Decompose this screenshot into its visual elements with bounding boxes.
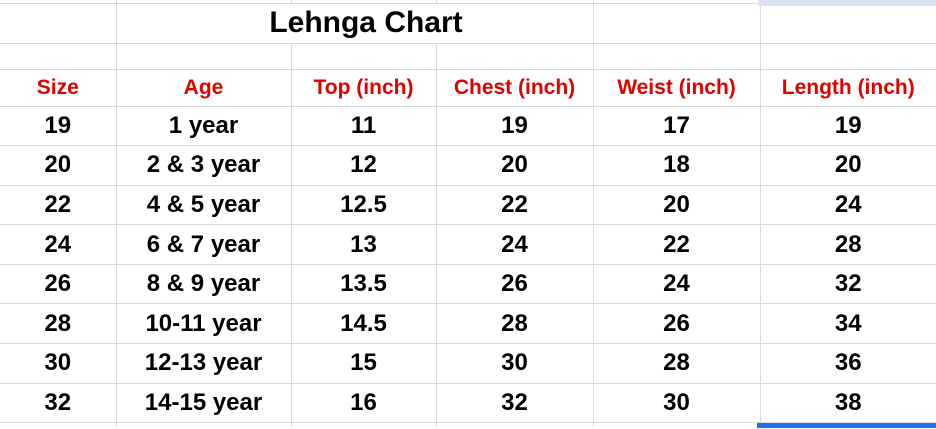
table-cell[interactable]: 20 xyxy=(593,185,761,226)
table-cell[interactable]: 30 xyxy=(436,343,594,384)
table-cell[interactable]: 12.5 xyxy=(291,185,437,226)
empty-cell[interactable] xyxy=(436,422,594,427)
table-row: 24 6 & 7 year 13 24 22 28 xyxy=(0,224,936,265)
empty-cell[interactable] xyxy=(593,43,761,70)
column-header-age[interactable]: Age xyxy=(116,69,292,107)
empty-cell[interactable] xyxy=(291,0,437,4)
table-cell[interactable]: 13.5 xyxy=(291,264,437,305)
table-row: 32 14-15 year 16 32 30 38 xyxy=(0,383,936,424)
table-row: 20 2 & 3 year 12 20 18 20 xyxy=(0,145,936,186)
table-cell[interactable]: 20 xyxy=(436,145,594,186)
empty-cell[interactable] xyxy=(0,43,117,70)
table-cell[interactable]: 26 xyxy=(0,264,117,305)
column-header-weist[interactable]: Weist (inch) xyxy=(593,69,761,107)
table-cell[interactable]: 19 xyxy=(760,106,936,147)
table-cell[interactable]: 36 xyxy=(760,343,936,384)
empty-cell[interactable] xyxy=(436,43,594,70)
table-cell[interactable]: 14-15 year xyxy=(116,383,292,424)
table-cell[interactable]: 30 xyxy=(593,383,761,424)
empty-cell[interactable] xyxy=(291,422,437,427)
table-cell[interactable]: 14.5 xyxy=(291,303,437,345)
empty-cell[interactable] xyxy=(760,43,936,70)
selection-border-bottom xyxy=(757,423,936,428)
empty-cell[interactable] xyxy=(436,0,594,4)
table-cell[interactable]: 32 xyxy=(436,383,594,424)
empty-cell[interactable] xyxy=(116,0,292,4)
empty-cell[interactable] xyxy=(0,0,117,4)
table-cell[interactable]: 19 xyxy=(436,106,594,147)
table-row: 22 4 & 5 year 12.5 22 20 24 xyxy=(0,185,936,226)
table-cell[interactable]: 13 xyxy=(291,224,437,265)
table-cell[interactable]: 24 xyxy=(760,185,936,226)
table-cell[interactable]: 16 xyxy=(291,383,437,424)
table-cell[interactable]: 30 xyxy=(0,343,117,384)
table-cell[interactable]: 1 year xyxy=(116,106,292,147)
table-cell[interactable]: 15 xyxy=(291,343,437,384)
table-cell[interactable]: 24 xyxy=(593,264,761,305)
table-cell[interactable]: 28 xyxy=(760,224,936,265)
empty-cell[interactable] xyxy=(116,43,292,70)
spacer-row xyxy=(0,43,936,70)
table-row: 26 8 & 9 year 13.5 26 24 32 xyxy=(0,264,936,305)
table-cell[interactable]: 32 xyxy=(760,264,936,305)
table-row: 19 1 year 11 19 17 19 xyxy=(0,106,936,147)
table-cell[interactable]: 12 xyxy=(291,145,437,186)
selection-fill-partial xyxy=(758,0,936,6)
column-header-chest[interactable]: Chest (inch) xyxy=(436,69,594,107)
table-cell[interactable]: 24 xyxy=(436,224,594,265)
table-cell[interactable]: 6 & 7 year xyxy=(116,224,292,265)
table-row: 28 10-11 year 14.5 28 26 34 xyxy=(0,303,936,345)
table-cell[interactable]: 19 xyxy=(0,106,117,147)
table-cell[interactable]: 28 xyxy=(593,343,761,384)
title-row: Lehnga Chart xyxy=(0,3,936,44)
empty-cell[interactable] xyxy=(593,422,761,427)
header-row: Size Age Top (inch) Chest (inch) Weist (… xyxy=(0,69,936,107)
table-cell[interactable]: 2 & 3 year xyxy=(116,145,292,186)
empty-cell[interactable] xyxy=(291,43,437,70)
table-row: 30 12-13 year 15 30 28 36 xyxy=(0,343,936,384)
table-cell[interactable]: 17 xyxy=(593,106,761,147)
table-cell[interactable]: 11 xyxy=(291,106,437,147)
empty-cell[interactable] xyxy=(0,422,117,427)
table-cell[interactable]: 18 xyxy=(593,145,761,186)
table-cell[interactable]: 22 xyxy=(436,185,594,226)
empty-cell[interactable] xyxy=(760,3,936,44)
empty-cell[interactable] xyxy=(0,3,117,44)
table-cell[interactable]: 12-13 year xyxy=(116,343,292,384)
table-cell[interactable]: 8 & 9 year xyxy=(116,264,292,305)
column-header-size[interactable]: Size xyxy=(0,69,117,107)
table-cell[interactable]: 26 xyxy=(436,264,594,305)
table-cell[interactable]: 4 & 5 year xyxy=(116,185,292,226)
table-cell[interactable]: 20 xyxy=(0,145,117,186)
table-cell[interactable]: 10-11 year xyxy=(116,303,292,345)
table-cell[interactable]: 20 xyxy=(760,145,936,186)
column-header-top[interactable]: Top (inch) xyxy=(291,69,437,107)
empty-cell[interactable] xyxy=(593,3,761,44)
table-cell[interactable]: 28 xyxy=(436,303,594,345)
table-cell[interactable]: 28 xyxy=(0,303,117,345)
table-cell[interactable]: 38 xyxy=(760,383,936,424)
table-cell[interactable]: 32 xyxy=(0,383,117,424)
table-cell[interactable]: 26 xyxy=(593,303,761,345)
table-cell[interactable]: 34 xyxy=(760,303,936,345)
table-title[interactable]: Lehnga Chart xyxy=(116,3,594,44)
column-header-length[interactable]: Length (inch) xyxy=(760,69,936,107)
table-cell[interactable]: 24 xyxy=(0,224,117,265)
table-cell[interactable]: 22 xyxy=(593,224,761,265)
table-cell[interactable]: 22 xyxy=(0,185,117,226)
empty-cell[interactable] xyxy=(116,422,292,427)
